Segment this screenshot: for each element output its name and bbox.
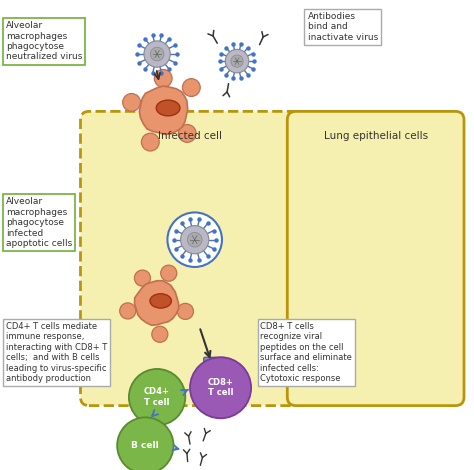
- Text: CD8+
T cell: CD8+ T cell: [208, 378, 234, 398]
- Text: Infected cell: Infected cell: [158, 131, 222, 141]
- Text: Antibodies
bind and
inactivate virus: Antibodies bind and inactivate virus: [308, 12, 378, 41]
- FancyBboxPatch shape: [81, 111, 300, 406]
- Circle shape: [187, 232, 202, 247]
- Text: Alveolar
macrophages
phagocytose
infected
apoptotic cells: Alveolar macrophages phagocytose infecte…: [6, 197, 72, 248]
- Circle shape: [129, 369, 185, 425]
- Circle shape: [231, 55, 243, 67]
- Text: CD4+
T cell: CD4+ T cell: [144, 387, 170, 407]
- Circle shape: [190, 357, 251, 418]
- Circle shape: [155, 70, 172, 87]
- Circle shape: [152, 326, 168, 342]
- Circle shape: [161, 265, 177, 281]
- Circle shape: [225, 49, 249, 73]
- Circle shape: [144, 41, 170, 67]
- Circle shape: [167, 212, 222, 267]
- Circle shape: [123, 94, 140, 111]
- Text: CD8+ T cells
recognize viral
peptides on the cell
surface and eliminate
infected: CD8+ T cells recognize viral peptides on…: [261, 322, 352, 383]
- Polygon shape: [135, 281, 179, 325]
- Circle shape: [120, 303, 136, 319]
- Circle shape: [150, 47, 164, 61]
- FancyBboxPatch shape: [287, 111, 464, 406]
- Circle shape: [181, 226, 209, 254]
- Text: B cell: B cell: [131, 441, 159, 450]
- Circle shape: [135, 270, 150, 286]
- Polygon shape: [139, 86, 188, 134]
- Ellipse shape: [150, 294, 172, 308]
- Circle shape: [178, 125, 196, 142]
- Circle shape: [182, 78, 200, 96]
- Circle shape: [117, 417, 173, 470]
- Ellipse shape: [156, 100, 180, 116]
- Circle shape: [177, 303, 193, 320]
- FancyBboxPatch shape: [204, 357, 217, 366]
- Text: CD4+ T cells mediate
immune response,
interacting with CD8+ T
cells;  and with B: CD4+ T cells mediate immune response, in…: [6, 322, 107, 383]
- Circle shape: [141, 133, 159, 151]
- Text: Alveolar
macrophages
phagocytose
neutralized virus: Alveolar macrophages phagocytose neutral…: [6, 21, 82, 62]
- Text: Lung epithelial cells: Lung epithelial cells: [324, 131, 428, 141]
